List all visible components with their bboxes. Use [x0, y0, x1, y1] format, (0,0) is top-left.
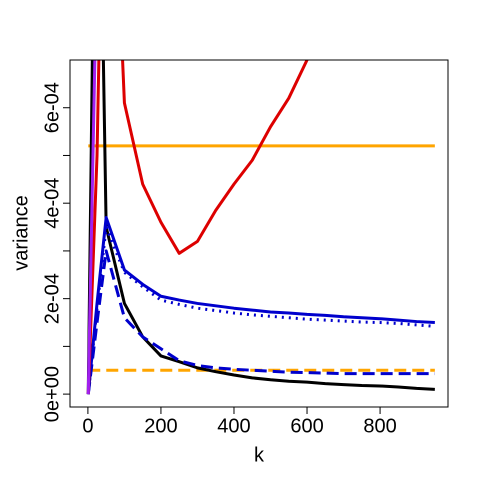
x-tick-label: 400: [217, 415, 250, 437]
series-line: [86, 216, 435, 395]
x-tick-label: 800: [363, 415, 396, 437]
x-tick-label: 600: [290, 415, 323, 437]
series-line: [86, 60, 435, 395]
x-tick-label: 0: [82, 415, 93, 437]
plot-area: [86, 60, 435, 395]
y-tick-label: 0e+00: [41, 366, 63, 422]
x-axis-label: k: [254, 444, 265, 466]
series-line: [86, 249, 435, 395]
series-line: [86, 225, 435, 395]
series-line: [86, 60, 309, 395]
x-tick-label: 200: [144, 415, 177, 437]
y-tick-label: 4e-04: [41, 178, 63, 229]
y-axis-label: variance: [10, 195, 32, 271]
y-tick-label: 6e-04: [41, 82, 63, 133]
series-line: [86, 60, 97, 395]
y-tick-label: 2e-04: [41, 273, 63, 324]
